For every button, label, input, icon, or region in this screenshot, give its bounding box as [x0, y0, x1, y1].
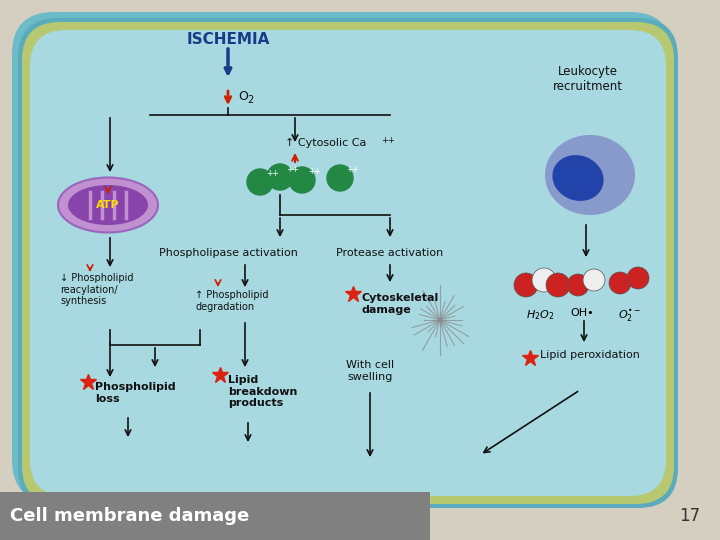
Text: ↑ Cytosolic Ca: ↑ Cytosolic Ca: [285, 138, 366, 148]
Text: Lipid peroxidation: Lipid peroxidation: [540, 350, 640, 360]
Text: $O_2^{•-}$: $O_2^{•-}$: [618, 308, 642, 324]
Text: ++: ++: [381, 136, 395, 145]
Circle shape: [567, 274, 589, 296]
Circle shape: [583, 269, 605, 291]
Ellipse shape: [552, 155, 603, 201]
Circle shape: [609, 272, 631, 294]
Text: ++: ++: [308, 167, 320, 177]
Text: ++: ++: [266, 170, 279, 179]
FancyBboxPatch shape: [12, 12, 672, 502]
Ellipse shape: [68, 185, 148, 225]
Text: O: O: [238, 91, 248, 104]
FancyBboxPatch shape: [30, 30, 666, 496]
Circle shape: [532, 268, 556, 292]
Text: Lipid
breakdown
products: Lipid breakdown products: [228, 375, 297, 408]
Text: 2: 2: [247, 95, 253, 105]
Text: $H_2O_2$: $H_2O_2$: [526, 308, 554, 322]
Text: Phospholipase activation: Phospholipase activation: [158, 248, 297, 258]
Circle shape: [267, 164, 293, 190]
FancyBboxPatch shape: [18, 18, 678, 508]
Text: With cell
swelling: With cell swelling: [346, 360, 394, 382]
Circle shape: [289, 167, 315, 193]
Text: ISCHEMIA: ISCHEMIA: [186, 32, 270, 47]
Text: Cytoskeletal
damage: Cytoskeletal damage: [362, 293, 439, 315]
Text: OH•: OH•: [570, 308, 594, 318]
Text: ++: ++: [286, 165, 299, 173]
Text: Leukocyte
recruitment: Leukocyte recruitment: [553, 65, 623, 93]
FancyBboxPatch shape: [22, 22, 674, 504]
Ellipse shape: [58, 178, 158, 233]
Text: Cell membrane damage: Cell membrane damage: [10, 507, 249, 525]
Text: Phospholipid
loss: Phospholipid loss: [95, 382, 176, 403]
Text: ++: ++: [346, 165, 359, 174]
Text: Protease activation: Protease activation: [336, 248, 444, 258]
Ellipse shape: [545, 135, 635, 215]
Bar: [0, 492, 430, 540]
Circle shape: [514, 273, 538, 297]
Text: 17: 17: [679, 507, 700, 525]
Circle shape: [546, 273, 570, 297]
Circle shape: [327, 165, 353, 191]
Text: ↓ Phospholipid
reacylation/
synthesis: ↓ Phospholipid reacylation/ synthesis: [60, 273, 133, 306]
Circle shape: [627, 267, 649, 289]
Text: ↑ Phospholipid
degradation: ↑ Phospholipid degradation: [195, 290, 269, 312]
Circle shape: [247, 169, 273, 195]
Text: ATP: ATP: [96, 200, 120, 210]
